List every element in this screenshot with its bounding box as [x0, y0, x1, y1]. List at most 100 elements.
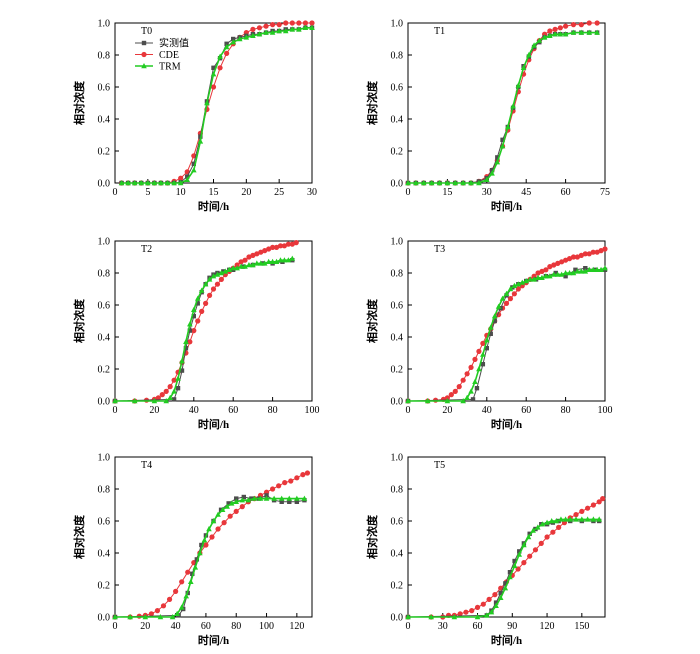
x-axis-label-t3: 时间/h — [491, 417, 522, 431]
data-point-trm — [183, 593, 190, 599]
data-point-trm — [405, 180, 411, 186]
x-axis-label-t5: 时间/h — [491, 633, 522, 647]
data-point-cde — [266, 246, 272, 252]
data-point-trm — [574, 268, 581, 274]
x-tick-label: 0 — [113, 621, 118, 632]
data-point-cde — [464, 371, 470, 377]
data-point-trm — [472, 378, 478, 384]
y-tick-label: 0.4 — [98, 549, 111, 560]
data-point-cde — [573, 511, 579, 518]
x-tick-label: 20 — [140, 621, 150, 632]
data-point-cde — [309, 20, 315, 26]
y-tick-label: 0.6 — [391, 83, 404, 94]
data-point-trm — [278, 495, 285, 501]
data-point-measured — [488, 331, 493, 336]
y-tick-label: 1.0 — [391, 453, 404, 464]
data-point-cde — [160, 603, 167, 609]
data-point-trm — [598, 266, 604, 272]
data-point-measured — [198, 134, 203, 139]
data-point-trm — [579, 516, 585, 522]
data-point-cde — [270, 486, 276, 492]
data-point-cde — [304, 470, 311, 476]
data-point-trm — [210, 71, 217, 77]
series-line-cde — [408, 22, 598, 184]
data-point-cde — [456, 384, 462, 390]
y-tick-label: 0.8 — [98, 269, 111, 280]
data-point-cde — [283, 20, 289, 26]
data-point-trm — [214, 271, 221, 277]
data-point-cde — [570, 22, 577, 28]
data-point-cde — [296, 20, 302, 26]
data-point-trm — [484, 612, 490, 618]
data-point-trm — [515, 82, 522, 88]
data-point-trm — [250, 262, 256, 268]
data-point-trm — [405, 614, 411, 620]
data-point-trm — [531, 42, 537, 48]
panel-t1: 0 15 30 45 60 75 0.0 0.2 0.4 0.6 0.8 1.0 T1 时间/h 相对… — [365, 19, 610, 214]
x-tick-label: 100 — [305, 405, 320, 416]
data-point-cde — [209, 534, 215, 540]
data-point-measured — [191, 161, 196, 166]
data-point-trm — [222, 268, 229, 274]
data-point-measured — [573, 267, 578, 272]
data-point-trm — [534, 524, 541, 530]
data-point-measured — [470, 397, 476, 402]
data-point-measured — [500, 137, 505, 142]
x-tick-label: 0 — [113, 187, 118, 198]
legend-marker-measured — [141, 40, 147, 46]
data-point-cde — [256, 25, 263, 31]
x-axis-label-t2: 时间/h — [198, 417, 229, 431]
legend-entry-cde: CDE — [135, 50, 179, 61]
panel-t3: 0 20 40 60 80 100 0.0 0.2 0.4 0.6 0.8 1.0 T3 时间/h 相… — [365, 237, 613, 432]
data-point-cde — [469, 608, 475, 614]
data-point-trm — [487, 324, 494, 330]
y-tick-label: 0.0 — [391, 179, 404, 190]
data-point-trm — [174, 610, 180, 616]
y-tick-label: 1.0 — [98, 237, 111, 248]
data-point-trm — [436, 180, 443, 186]
data-point-measured — [489, 168, 495, 173]
series-group-t0 — [118, 20, 315, 186]
data-point-trm — [541, 34, 548, 40]
data-point-trm — [562, 31, 569, 37]
data-point-cde — [294, 475, 300, 481]
data-point-trm — [570, 29, 577, 35]
legend-marker-cde — [141, 51, 147, 58]
series-line-measured — [114, 494, 305, 618]
data-point-trm — [194, 295, 201, 301]
data-point-trm — [428, 180, 435, 186]
data-point-measured — [512, 558, 517, 564]
data-point-trm — [505, 124, 511, 130]
y-tick-label: 0.0 — [391, 613, 404, 624]
x-tick-label: 90 — [507, 621, 517, 632]
data-point-trm — [452, 180, 459, 186]
data-point-cde — [282, 480, 288, 486]
data-point-trm — [178, 604, 185, 610]
series-group-t5 — [405, 496, 606, 620]
data-point-trm — [228, 500, 235, 506]
panel-t2: 0 20 40 60 80 100 0.0 0.2 0.4 0.6 0.8 1.0 T2 时间/h 相… — [72, 237, 320, 432]
data-point-trm — [242, 263, 248, 269]
y-tick-label: 0.2 — [98, 147, 111, 158]
data-point-cde — [173, 588, 179, 595]
data-point-cde — [293, 240, 299, 246]
data-point-measured — [294, 499, 300, 504]
data-point-trm — [198, 287, 205, 293]
data-point-trm — [543, 273, 549, 279]
data-point-cde — [579, 508, 585, 514]
data-point-trm — [263, 495, 270, 501]
data-point-trm — [158, 180, 164, 186]
data-point-trm — [507, 286, 514, 292]
data-point-trm — [525, 534, 532, 540]
data-point-cde — [532, 547, 539, 553]
data-point-measured — [224, 41, 229, 46]
y-tick-label: 0.0 — [98, 397, 111, 408]
data-point-measured — [279, 499, 284, 504]
data-point-measured — [185, 174, 190, 179]
data-point-trm — [302, 24, 309, 30]
data-point-trm — [206, 526, 212, 532]
x-tick-label: 20 — [241, 187, 251, 198]
y-axis-label-t2: 相对浓度 — [72, 298, 86, 343]
y-tick-label: 0.6 — [98, 301, 111, 312]
data-point-cde — [288, 478, 294, 484]
